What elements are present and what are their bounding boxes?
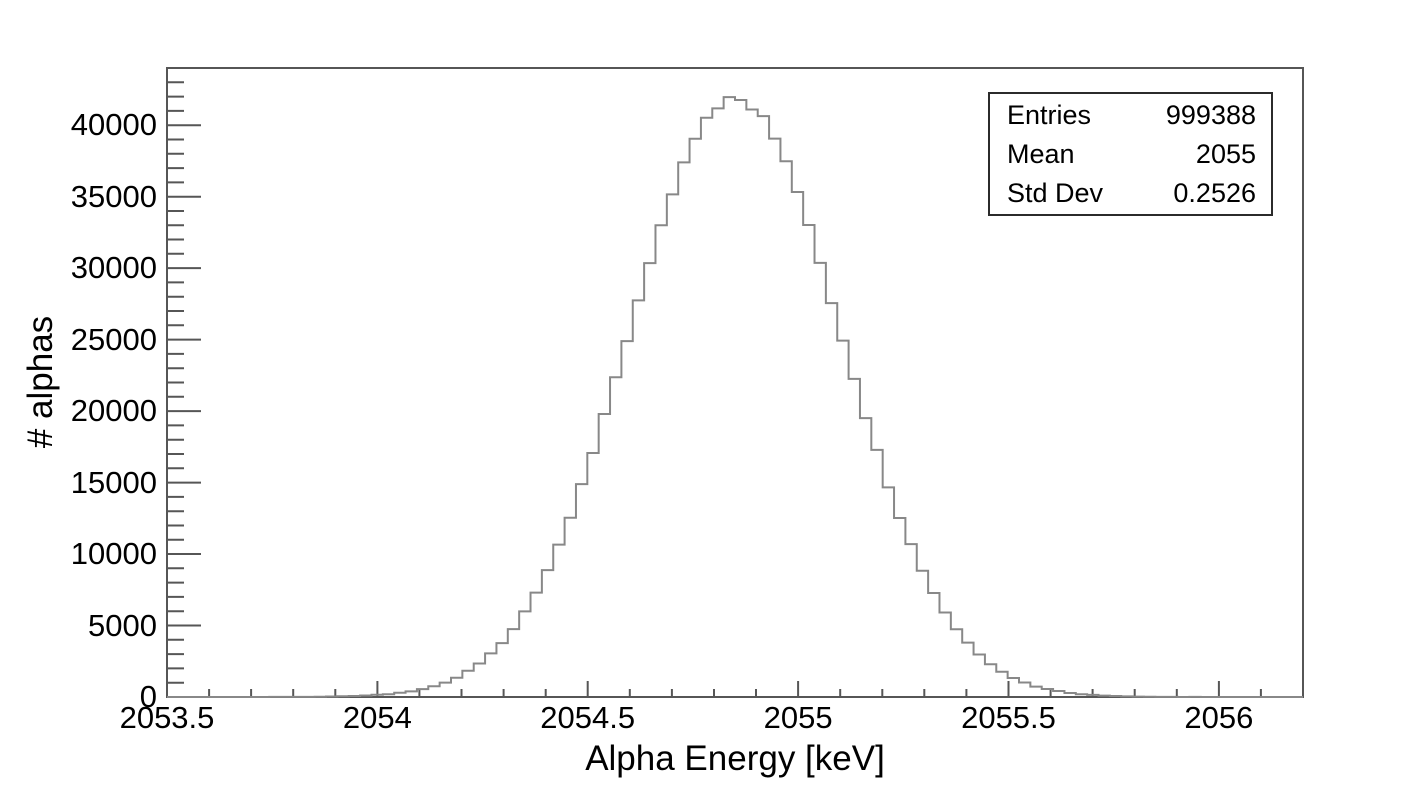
x-tick-label: 2054 [342, 700, 412, 735]
stats-label-mean: Mean [1007, 138, 1075, 169]
stats-row-mean: Mean 2055 [1007, 139, 1256, 169]
stats-label-stddev: Std Dev [1007, 177, 1104, 208]
stats-row-stddev: Std Dev 0.2526 [1007, 178, 1256, 208]
x-tick-label: 2054.5 [540, 700, 636, 735]
x-axis-title: Alpha Energy [keV] [585, 739, 885, 778]
y-tick-label: 25000 [70, 321, 157, 357]
x-tick-label: 2055.5 [961, 700, 1056, 735]
stats-value-entries: 999388 [1165, 100, 1256, 131]
x-tick-label: 2053.5 [119, 700, 215, 735]
stats-value-mean: 2055 [1195, 138, 1256, 169]
y-tick-label: 40000 [70, 107, 157, 143]
x-tick-label: 2055 [763, 700, 833, 735]
y-axis-title: # alphas [21, 315, 60, 449]
y-tick-label: 35000 [70, 178, 157, 214]
y-tick-label: 30000 [70, 250, 157, 286]
y-tick-label: 0 [139, 679, 157, 714]
y-tick-label: 5000 [88, 607, 157, 643]
stats-box: Entries 999388 Mean 2055 Std Dev 0.2526 [988, 92, 1273, 216]
y-tick-label: 20000 [70, 393, 157, 429]
histogram-line [167, 96, 1303, 698]
y-tick-label: 10000 [70, 536, 157, 571]
x-axis-ticks [166, 681, 1304, 697]
stats-label-entries: Entries [1007, 100, 1092, 131]
stats-value-stddev: 0.2526 [1173, 177, 1256, 208]
y-axis-ticks [167, 67, 201, 698]
x-tick-label: 2056 [1184, 700, 1254, 735]
stats-row-entries: Entries 999388 [1007, 100, 1256, 130]
y-tick-label: 15000 [70, 464, 157, 500]
